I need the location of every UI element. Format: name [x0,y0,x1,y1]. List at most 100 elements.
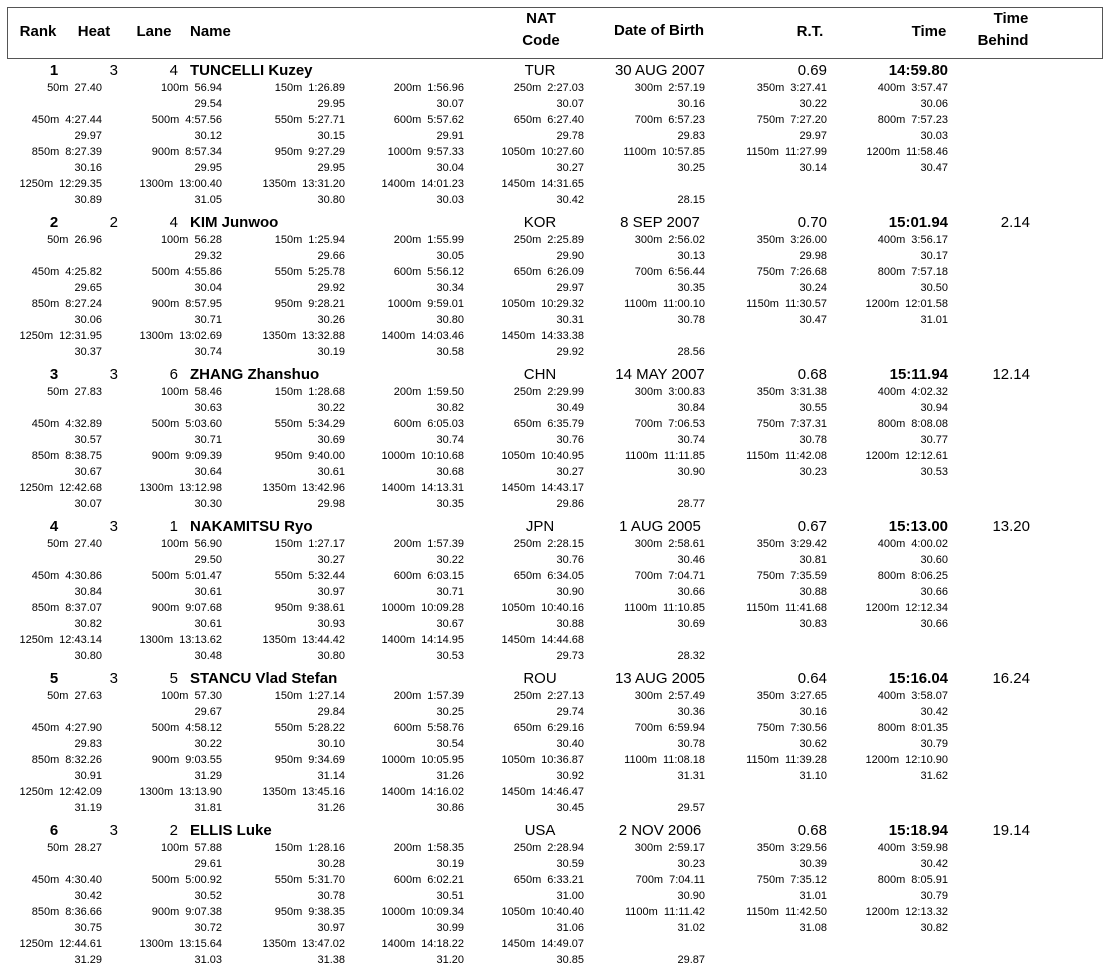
split-difference: 30.76 [556,554,584,566]
split-time: 13:13.62 [179,634,222,646]
split-distance: 1000m [381,450,416,462]
split-distance: 400m [877,82,906,94]
split-distance: 1300m [139,178,174,190]
split-time: 4:27.44 [65,114,102,126]
split: 1450m 14:46.47 [502,784,584,800]
split-difference: 30.07 [556,98,584,110]
split-time: 13:44.42 [302,634,345,646]
date-of-birth: 1 AUG 2005 [619,518,701,535]
split: 1000m 10:09.28 [382,600,464,616]
split-distance: 50m [47,842,69,854]
split-difference: 30.61 [194,586,222,598]
split-time: 14:13.31 [421,482,464,494]
split-difference: 30.19 [436,858,464,870]
split-time: 14:43.17 [541,482,584,494]
split: 200m 1:56.96 [394,80,464,96]
split-time: 27.83 [74,386,102,398]
split: 1000m 9:57.33 [388,144,464,160]
split-difference: 31.06 [556,922,584,934]
split-time: 27.63 [74,690,102,702]
split-difference: 30.16 [74,162,102,174]
split-distance: 1100m [624,298,657,310]
split-difference: 30.94 [920,402,948,414]
split-time: 12:42.09 [59,786,102,798]
split-distance: 1400m [381,786,416,798]
split-time: 10:40.95 [541,450,584,462]
split: 1250m 12:42.09 [20,784,102,800]
split-distance: 350m [756,386,785,398]
split-difference: 29.50 [194,554,222,566]
split-distance: 350m [756,234,785,246]
lane: 2 [169,822,178,839]
split-time: 14:14.95 [421,634,464,646]
split: 250m 2:27.03 [514,80,584,96]
split-distance: 850m [31,450,60,462]
split-time: 3:29.56 [790,842,827,854]
split-distance: 1200m [866,146,900,158]
split: 50m 27.40 [47,80,102,96]
split: 650m 6:33.21 [514,872,584,888]
split-difference: 30.57 [74,434,102,446]
split-difference: 29.91 [436,130,464,142]
split-time: 10:29.32 [541,298,584,310]
header-dob: Date of Birth [614,22,704,39]
split-distance: 100m [160,690,189,702]
split-distance: 500m [151,874,180,886]
split-time: 9:28.21 [308,298,345,310]
split: 1200m 12:10.90 [866,752,948,768]
split-distance: 600m [393,114,422,126]
split-distance: 850m [31,146,60,158]
split: 1250m 12:42.68 [20,480,102,496]
split: 750m 7:37.31 [757,416,827,432]
split-distance: 1050m [501,754,536,766]
split: 850m 8:37.07 [32,600,102,616]
split-difference: 30.62 [799,738,827,750]
date-of-birth: 8 SEP 2007 [620,214,700,231]
split-difference: 30.80 [436,314,464,326]
split: 1450m 14:31.65 [502,176,584,192]
split-difference: 30.74 [436,434,464,446]
split-time: 5:03.60 [185,418,222,430]
heat: 2 [109,214,118,231]
split-difference: 30.31 [556,314,584,326]
header-heat: Heat [77,23,111,40]
split-time: 11:08.18 [662,754,705,766]
split-time: 7:37.31 [790,418,827,430]
split: 1250m 12:31.95 [20,328,102,344]
split-distance: 900m [151,146,180,158]
split-time: 10:27.60 [541,146,584,158]
split: 250m 2:25.89 [514,232,584,248]
split: 650m 6:34.05 [514,568,584,584]
header-name: Name [190,23,231,40]
split-time: 4:30.86 [65,570,102,582]
split: 1350m 13:47.02 [263,936,345,952]
split-time: 2:27.13 [547,690,584,702]
split-time: 1:56.96 [427,82,464,94]
split-difference: 30.54 [436,738,464,750]
split-distance: 600m [393,418,422,430]
split-difference: 31.19 [74,802,102,814]
split-time: 2:58.61 [668,538,705,550]
split-distance: 700m [634,266,663,278]
split-distance: 1250m [19,786,54,798]
split-time: 5:34.29 [308,418,345,430]
split-difference: 29.97 [74,130,102,142]
split: 450m 4:27.90 [32,720,102,736]
split-distance: 1150m [746,146,779,158]
split-time: 14:46.47 [541,786,584,798]
split-distance: 150m [274,538,303,550]
split-distance: 1350m [262,786,297,798]
split: 1250m 12:43.14 [20,632,102,648]
split-time: 12:13.32 [905,906,948,918]
split-difference: 31.10 [799,770,827,782]
split-time: 2:25.89 [547,234,584,246]
split-distance: 700m [634,418,663,430]
split-distance: 1300m [139,786,174,798]
split-difference: 30.90 [677,890,705,902]
split: 300m 2:57.19 [635,80,705,96]
split-time: 13:12.98 [179,482,222,494]
split-difference: 30.47 [920,162,948,174]
athlete-name: ELLIS Luke [190,822,272,839]
split-difference: 29.90 [556,250,584,262]
split-time: 13:00.40 [179,178,222,190]
